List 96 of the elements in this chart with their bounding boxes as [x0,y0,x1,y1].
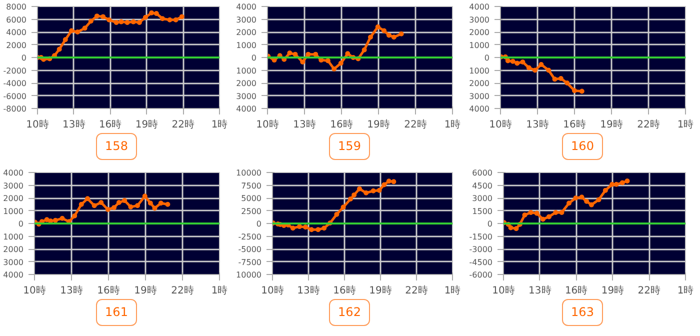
x-tick-label: 10時 [23,284,46,296]
y-tick-label: -8000 [3,104,27,114]
y-tick-label: 4500 [472,181,492,190]
x-tick-label: 22時 [171,284,194,296]
y-tick-label: -2500 [238,232,262,242]
y-tick-label: -4500 [469,258,493,267]
y-tick-label: 4000 [236,2,256,12]
y-tick-label: 3000 [236,15,256,24]
x-tick-label: 19時 [601,284,624,296]
y-tick-label: 6000 [6,15,26,24]
x-tick-label: 10時 [489,118,512,130]
y-tick-label: 0 [251,54,257,62]
y-tick-label: 1000 [3,206,24,216]
y-tick-label: 8000 [6,2,26,12]
y-tick-label: 7500 [241,181,262,190]
x-tick-label: 16時 [330,118,353,130]
y-tick-label: 2000 [3,245,24,254]
x-tick-label: 16時 [564,284,588,296]
text: 163 [562,299,603,326]
y-tick-label: 4000 [3,168,24,178]
y-tick-label: 1000 [469,40,490,50]
y-tick-label: 4000 [469,2,490,12]
x-tick-label: 16時 [333,284,356,296]
y-tick-label: -6000 [469,270,493,280]
y-tick-label: 2000 [469,79,490,88]
x-tick-label: 1時 [444,118,461,130]
y-tick-label: 3000 [236,92,256,101]
y-tick-label: 4000 [236,104,256,114]
y-tick-label: -7500 [238,258,262,267]
x-tick-label: 13時 [526,118,549,130]
x-tick-label: 13時 [293,118,316,130]
y-tick-label: 4000 [3,270,24,280]
y-tick-label: 5000 [241,194,262,203]
y-tick-label: 1000 [236,40,256,50]
x-tick-label: 1時 [211,284,228,296]
y-tick-label: 0 [21,54,27,62]
text: 161 [96,299,137,326]
y-tick-label: 0 [487,220,493,228]
y-tick-label: 3000 [469,92,490,101]
x-tick-label: 19時 [135,118,158,130]
y-tick-label: 1500 [472,206,492,216]
y-tick-label: 1000 [469,66,490,76]
x-tick-label: 19時 [369,284,392,296]
x-tick-label: 22時 [637,118,660,130]
y-tick-label: 0 [256,220,262,228]
x-tick-label: 13時 [60,284,83,296]
y-tick-label: 2000 [3,194,24,203]
x-tick-label: 19時 [134,284,157,296]
y-tick-label: -4000 [3,79,27,88]
y-tick-label: 3000 [472,194,492,203]
y-tick-label: 0 [18,220,24,228]
x-tick-label: 1時 [444,284,461,296]
x-tick-label: 10時 [26,118,49,130]
x-tick-label: 1時 [211,118,228,130]
y-tick-label: 1000 [3,232,24,242]
text: 162 [329,299,370,326]
x-tick-label: 13時 [62,118,86,130]
x-tick-label: 16時 [98,118,122,130]
x-tick-label: 10時 [492,284,515,296]
y-tick-label: 10000 [236,168,262,178]
y-tick-label: 3000 [3,258,24,267]
x-tick-label: 10時 [256,118,279,130]
y-tick-label: 3000 [469,15,490,24]
y-tick-label: -3000 [469,245,493,254]
y-tick-label: 2000 [6,40,26,50]
x-tick-label: 22時 [404,118,427,130]
y-tick-label: -1500 [469,232,493,242]
y-tick-label: 3000 [3,181,24,190]
x-tick-label: 22時 [405,284,428,296]
y-tick-label: 4000 [469,104,490,114]
y-tick-label: 1000 [236,66,256,76]
y-tick-label: -2000 [3,66,27,76]
x-tick-label: 16時 [563,118,586,130]
y-tick-label: 2000 [236,79,256,88]
y-tick-label: 0 [484,54,490,62]
x-tick-label: 13時 [528,284,552,296]
x-tick-label: 22時 [638,284,660,296]
text: 158 [96,133,137,160]
y-tick-label: 10000 [236,270,262,280]
text: 160 [562,133,603,160]
x-tick-label: 13時 [297,284,320,296]
y-tick-label: 2000 [469,28,490,37]
x-tick-label: 19時 [367,118,390,130]
x-tick-label: 10時 [261,284,284,296]
x-tick-label: 16時 [97,284,120,296]
y-tick-label: -6000 [3,92,27,101]
x-tick-label: 1時 [677,118,694,130]
x-tick-label: 1時 [677,284,694,296]
y-tick-label: 2500 [241,206,262,216]
y-tick-label: -5000 [238,245,262,254]
x-tick-label: 22時 [172,118,194,130]
y-tick-label: 6000 [472,168,492,178]
y-tick-label: 2000 [236,28,256,37]
text: 159 [329,133,370,160]
y-tick-label: 4000 [6,28,26,37]
x-tick-label: 19時 [600,118,623,130]
